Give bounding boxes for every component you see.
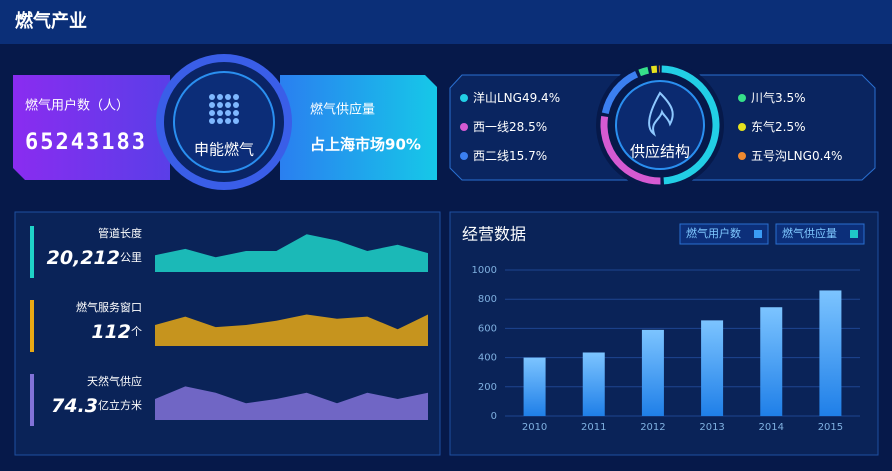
accent-bar bbox=[30, 300, 34, 352]
legend-entry: 洋山LNG49.4% bbox=[473, 90, 560, 105]
ring-segment bbox=[600, 115, 661, 185]
legend-dot bbox=[738, 152, 746, 160]
legend-dot bbox=[460, 94, 468, 102]
x-tick-label: 2010 bbox=[522, 422, 547, 433]
legend-label: 燃气供应量 bbox=[782, 226, 837, 240]
structure-title: 供应结构 bbox=[630, 143, 690, 161]
legend-name: 川气 bbox=[751, 90, 775, 105]
chart-title: 经营数据 bbox=[462, 225, 526, 244]
right-panel bbox=[449, 211, 879, 456]
metric-label: 天然气供应 bbox=[87, 374, 142, 388]
ring-segment bbox=[650, 65, 658, 74]
y-tick-label: 400 bbox=[478, 353, 497, 364]
users-label: 燃气用户数（人） bbox=[25, 98, 129, 114]
x-tick-label: 2012 bbox=[640, 422, 665, 433]
legend-swatch bbox=[754, 230, 762, 238]
y-tick-label: 600 bbox=[478, 323, 497, 334]
y-tick-label: 1000 bbox=[472, 265, 497, 276]
accent-bar bbox=[30, 374, 34, 426]
metric-label: 管道长度 bbox=[98, 226, 142, 240]
legend-dot bbox=[738, 94, 746, 102]
metric-value: 20,212 bbox=[47, 247, 120, 269]
metric-unit: 个 bbox=[131, 325, 142, 338]
legend-value: 3.5% bbox=[775, 91, 806, 105]
users-panel bbox=[13, 75, 170, 180]
legend-swatch bbox=[850, 230, 858, 238]
x-tick-label: 2015 bbox=[818, 422, 843, 433]
bar bbox=[819, 290, 842, 416]
metric-value-line: 20,212公里 bbox=[47, 247, 142, 269]
legend-dot bbox=[460, 123, 468, 131]
center-label: 申能燃气 bbox=[194, 141, 254, 159]
x-tick-label: 2013 bbox=[699, 422, 724, 433]
users-value: 65243183 bbox=[25, 130, 147, 155]
sparkline-area bbox=[155, 314, 428, 346]
legend-dot bbox=[460, 152, 468, 160]
y-tick-label: 800 bbox=[478, 294, 497, 305]
legend-name: 东气 bbox=[751, 119, 775, 134]
y-tick-label: 0 bbox=[491, 411, 497, 422]
legend-name: 洋山LNG bbox=[473, 90, 522, 105]
bar bbox=[641, 329, 664, 416]
center-icon bbox=[209, 94, 239, 124]
sparkline-area bbox=[155, 234, 428, 272]
x-tick-label: 2011 bbox=[581, 422, 606, 433]
ring-segment bbox=[601, 70, 639, 115]
metric-unit: 公里 bbox=[120, 251, 142, 264]
ring-segment bbox=[638, 66, 650, 77]
metric-value-line: 112个 bbox=[91, 321, 142, 343]
metric-unit: 亿立方米 bbox=[98, 398, 142, 412]
flame-icon bbox=[648, 91, 674, 137]
metric-value: 74.3 bbox=[51, 395, 98, 417]
ring-segment bbox=[661, 65, 720, 185]
structure-circle bbox=[615, 80, 705, 170]
center-circle bbox=[173, 71, 275, 173]
legend-value: 49.4% bbox=[522, 91, 560, 105]
legend-value: 0.4% bbox=[812, 149, 843, 163]
legend-name: 西一线 bbox=[473, 120, 509, 134]
y-tick-label: 200 bbox=[478, 382, 497, 393]
bar bbox=[701, 320, 724, 416]
legend-entry: 西一线28.5% bbox=[473, 120, 547, 134]
metric-value-line: 74.3亿立方米 bbox=[51, 395, 142, 417]
legend-value: 15.7% bbox=[509, 149, 547, 163]
header-title: 燃气产业 bbox=[15, 10, 87, 32]
legend-box bbox=[775, 223, 865, 245]
legend-dot bbox=[738, 123, 746, 131]
header-bar bbox=[0, 0, 892, 44]
bar bbox=[760, 307, 783, 416]
supply-value: 占上海市场90% bbox=[310, 136, 421, 154]
x-tick-label: 2014 bbox=[759, 422, 784, 433]
legend-name: 五号沟LNG bbox=[751, 149, 812, 163]
supply-panel bbox=[280, 75, 437, 180]
legend-value: 2.5% bbox=[775, 120, 806, 134]
legend-box bbox=[679, 223, 769, 245]
sparkline-area bbox=[155, 386, 428, 420]
legend-label: 燃气用户数 bbox=[686, 226, 741, 240]
legend-name: 西二线 bbox=[473, 149, 509, 163]
legend-entry: 东气2.5% bbox=[751, 119, 806, 134]
legend-entry: 西二线15.7% bbox=[473, 149, 547, 163]
metric-label: 燃气服务窗口 bbox=[76, 300, 142, 314]
accent-bar bbox=[30, 226, 34, 278]
legend-entry: 五号沟LNG0.4% bbox=[751, 149, 842, 163]
legend-entry: 川气3.5% bbox=[751, 90, 806, 105]
metric-value: 112 bbox=[91, 321, 131, 343]
legend-value: 28.5% bbox=[509, 120, 547, 134]
bar bbox=[523, 357, 546, 416]
supply-label: 燃气供应量 bbox=[310, 102, 375, 118]
bar bbox=[582, 352, 605, 416]
